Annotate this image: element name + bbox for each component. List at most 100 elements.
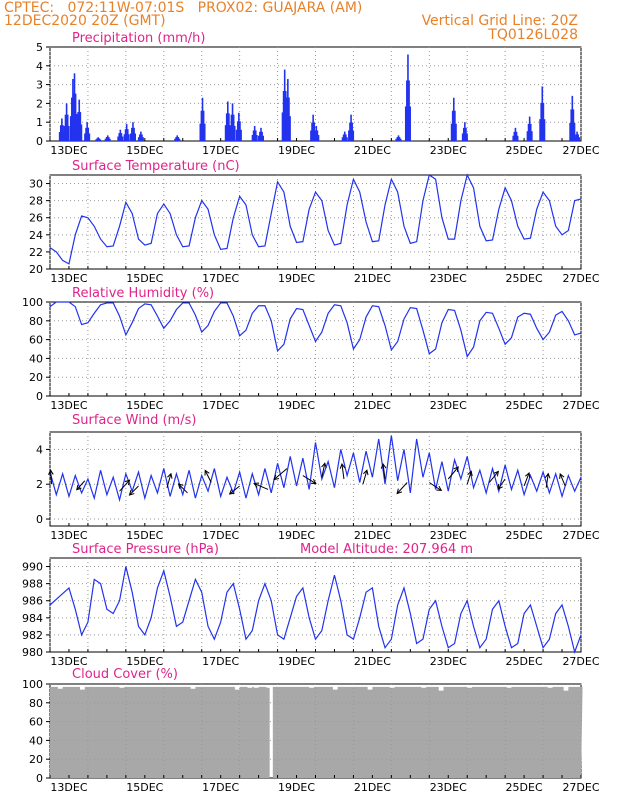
wind-arrow [396,482,408,494]
precip-bar [570,109,573,141]
x-tick-label: 15DEC [126,399,163,412]
precip-bar [466,133,468,141]
precip-bar [572,109,575,141]
wind-arrow [76,480,86,491]
panel-title-2: Relative Humidity (%) [72,286,214,301]
wind-arrow-head [524,471,531,478]
x-tick-label: 25DEC [506,781,543,794]
panel-subtitle-4: Model Altitude: 207.964 m [300,542,473,557]
precip-bar [125,124,128,141]
precip-bar [240,129,242,141]
precip-bar [76,124,78,141]
x-tick-label: 19DEC [278,399,315,412]
precip-bar [575,134,577,141]
precip-bar [200,110,203,141]
panel-title-4: Surface Pressure (hPa) [72,542,219,557]
precip-bar [578,137,581,141]
x-tick-label: 23DEC [430,529,467,542]
y-tick-label: 60 [29,334,43,347]
precip-bar [77,112,79,141]
x-tick-label: 23DEC [430,144,467,157]
panel-title-0: Precipitation (mm/h) [72,31,205,46]
precip-bar [254,130,257,141]
x-tick-label: 19DEC [278,529,315,542]
precip-bar [229,125,232,141]
precip-bar [345,134,347,141]
precip-bar [348,130,350,141]
x-tick-label: 19DEC [278,272,315,285]
y-tick-label: 22 [29,246,43,259]
precip-bar [395,138,398,141]
y-tick-label: 0 [36,135,43,148]
wind-arrow [166,473,172,488]
wind-arrow [497,478,506,490]
x-tick-label: 13DEC [50,529,87,542]
wind-arrow [253,482,269,490]
precip-bar [235,129,238,141]
precip-bar [236,121,239,141]
precip-bar [131,127,133,141]
precip-bar [106,135,109,141]
x-tick-label: 23DEC [430,399,467,412]
x-tick-label: 17DEC [202,272,239,285]
wind-arrow [466,471,472,485]
precip-bar [178,138,181,141]
precip-bar [312,114,314,141]
x-tick-label: 21DEC [354,144,391,157]
wind-arrow-head [493,470,499,477]
precip-bar [59,125,62,141]
precip-bar [256,134,258,141]
precip-bar [66,114,69,141]
precip-bar [227,101,229,141]
wind-arrow [302,475,317,484]
precip-bar [64,114,67,141]
y-tick-label: 3 [36,79,43,92]
precip-bar [175,137,177,141]
precip-bar [177,137,180,141]
y-tick-label: 2 [36,478,43,491]
precip-bar [288,97,290,141]
wind-arrow [523,472,530,487]
y-tick-label: 40 [29,734,43,747]
precip-bar [105,137,108,141]
precip-bar [351,122,353,141]
precip-bar [199,123,202,141]
precip-bar [117,136,119,141]
wind-arrow [321,463,326,478]
precip-bar [282,90,285,141]
series-line-1 [49,173,582,265]
y-tick-label: 60 [29,716,43,729]
precip-bar [133,127,135,141]
precip-bar [346,137,348,141]
precip-bar [96,138,98,141]
y-tick-label: 80 [29,697,43,710]
precip-bar [78,99,81,141]
x-tick-label: 21DEC [354,399,391,412]
precip-bar [104,138,107,141]
y-tick-label: 40 [29,352,43,365]
wind-arrow-head [204,469,210,476]
precip-bar [132,122,134,141]
wind-arrow-head [544,472,551,479]
precip-bar [238,112,240,141]
precip-bar [95,139,97,141]
precip-bar [86,122,88,141]
precip-bar [464,122,466,141]
wind-arrow [273,468,288,480]
wind-arrow-head [321,462,327,469]
x-tick-label: 13DEC [50,399,87,412]
wind-arrow [50,470,53,485]
precip-bar [225,113,228,141]
x-tick-label: 27DEC [562,655,599,668]
wind-arrow-head [467,470,473,477]
x-tick-label: 17DEC [202,399,239,412]
y-tick-label: 30 [29,178,43,191]
wind-arrow [488,471,499,483]
y-tick-label: 2 [36,97,43,110]
panel-title-3: Surface Wind (m/s) [72,413,196,428]
precip-bar [399,138,402,141]
precip-bar [543,119,546,141]
precip-bar [571,95,574,141]
y-tick-label: 4 [36,443,43,456]
